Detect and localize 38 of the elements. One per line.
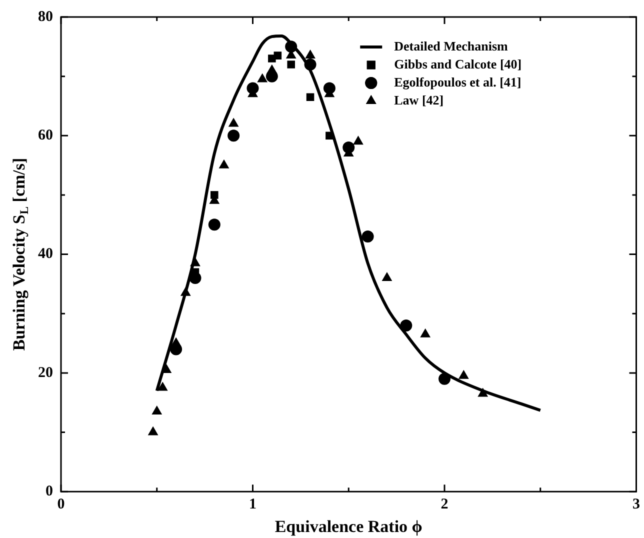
y-tick-label: 60 bbox=[38, 128, 53, 144]
point bbox=[148, 426, 158, 436]
x-axis-title: Equivalence Ratio ϕ bbox=[274, 517, 422, 536]
x-tick-label: 0 bbox=[57, 496, 65, 512]
point bbox=[208, 218, 220, 231]
line-series bbox=[155, 34, 542, 412]
y-tick-label: 40 bbox=[38, 246, 53, 262]
y-tick-label: 20 bbox=[38, 364, 53, 381]
point bbox=[218, 159, 230, 168]
legend-label: Egolfopoulos et al. [41] bbox=[394, 74, 522, 90]
x-tick-label: 2 bbox=[440, 496, 448, 512]
legend-label: Law [42] bbox=[394, 92, 444, 108]
point bbox=[306, 93, 314, 101]
point bbox=[157, 382, 168, 391]
point bbox=[210, 191, 218, 199]
legend-label: Gibbs and Calcote [40] bbox=[394, 56, 522, 72]
legend-label: Detailed Mechanism bbox=[394, 38, 508, 54]
point bbox=[458, 370, 469, 379]
point bbox=[353, 136, 364, 145]
point bbox=[228, 130, 240, 142]
point bbox=[228, 118, 239, 127]
point bbox=[152, 406, 162, 415]
y-tick-label: 80 bbox=[38, 8, 53, 25]
point bbox=[305, 50, 316, 59]
x-tick-label: 3 bbox=[632, 496, 640, 512]
point bbox=[420, 328, 431, 338]
point bbox=[257, 73, 268, 82]
y-axis-title: Burning Velocity SL [cm/s] bbox=[9, 158, 32, 351]
point bbox=[246, 82, 259, 94]
point bbox=[382, 272, 392, 282]
x-tick-label: 1 bbox=[249, 496, 256, 512]
point bbox=[362, 230, 374, 243]
point bbox=[342, 142, 355, 154]
point bbox=[323, 82, 336, 94]
point bbox=[287, 60, 295, 68]
point bbox=[274, 52, 282, 60]
y-tick-label: 0 bbox=[46, 483, 53, 500]
point bbox=[170, 343, 182, 356]
